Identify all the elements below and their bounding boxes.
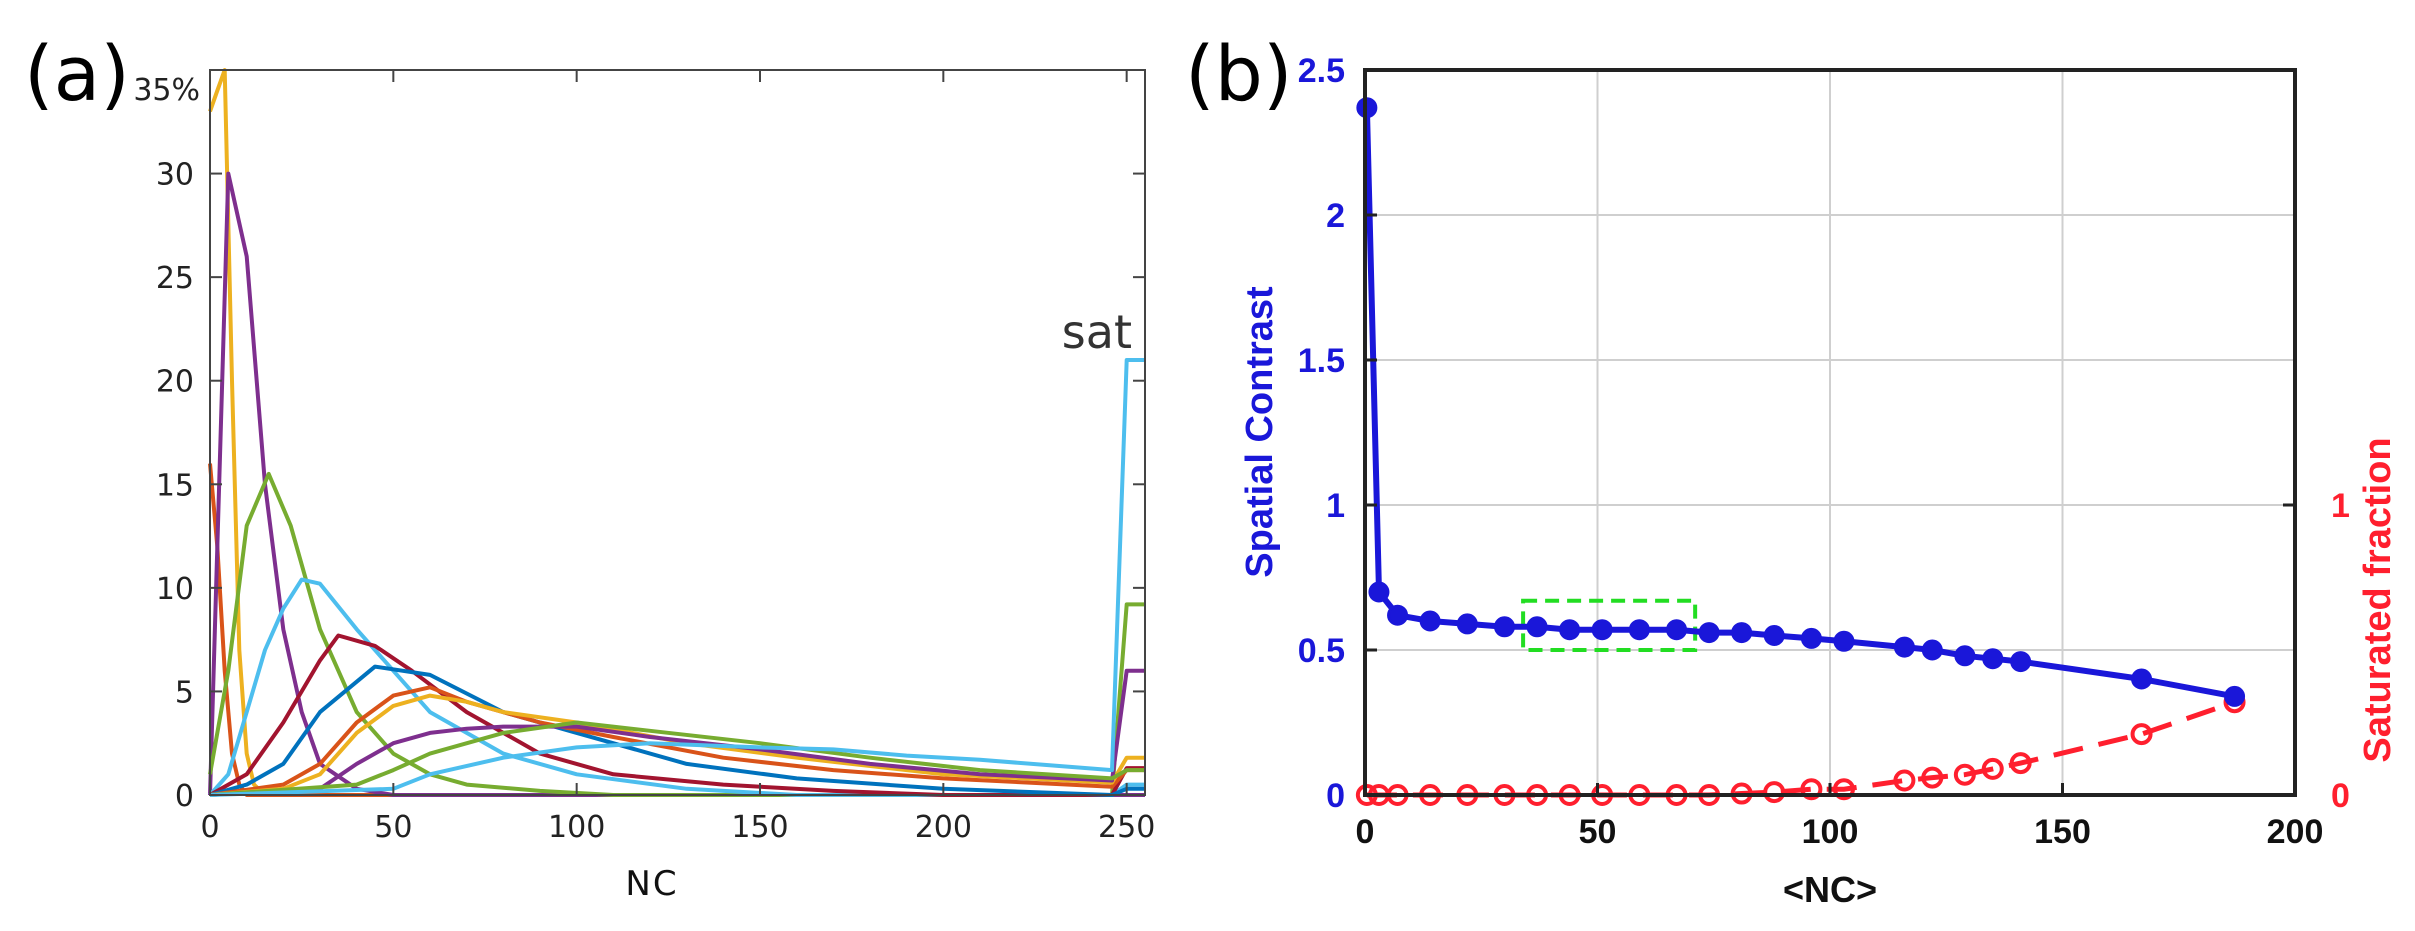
panel-b-label: (b) — [1185, 29, 1293, 118]
histogram-series-line-8 — [209, 685, 1145, 797]
saturated-fraction-point — [1763, 781, 1786, 804]
contrast-xtick-label: 150 — [2034, 813, 2091, 851]
histogram-ytick-label: 0 — [175, 779, 194, 814]
saturated-fraction-point — [2009, 752, 2032, 775]
contrast-ytick-label: 1 — [1326, 487, 1345, 525]
spatial-contrast-point — [1893, 636, 1915, 658]
contrast-xtick-label: 100 — [1802, 813, 1859, 851]
contrast-ytick-label: 1.5 — [1298, 342, 1345, 380]
contrast-xtick-label: 50 — [1579, 813, 1617, 851]
spatial-contrast-point — [2131, 668, 2153, 690]
saturated-ytick-label: 1 — [2331, 487, 2350, 525]
contrast-xtick-label: 0 — [1356, 813, 1375, 851]
spatial-contrast-point — [1419, 610, 1441, 632]
spatial-contrast-point — [2224, 685, 2246, 707]
histogram-axes-frame — [209, 69, 1146, 796]
saturated-fraction-point — [1800, 778, 1823, 801]
saturated-fraction-ylabel: Saturated fraction — [2357, 437, 2399, 762]
saturated-fraction-point — [1981, 757, 2004, 780]
spatial-contrast-point — [1526, 616, 1548, 638]
spatial-contrast-point — [1954, 645, 1976, 667]
spatial-contrast-point — [1921, 639, 1943, 661]
saturated-fraction-point — [1893, 769, 1916, 792]
spatial-contrast-point — [1666, 619, 1688, 641]
histogram-xlabel: NC — [625, 864, 678, 904]
contrast-ytick-label: 2.5 — [1298, 52, 1345, 90]
spatial-contrast-point — [2010, 651, 2032, 673]
histogram-ticks: 0 50 100 150 200 250 0 5 10 15 20 25 30 — [156, 70, 1155, 845]
histogram-series-group — [208, 68, 1145, 797]
spatial-contrast-point — [1494, 616, 1515, 638]
histogram-ytick-label: 15 — [156, 468, 194, 503]
spatial-contrast-point — [1982, 648, 2004, 670]
histogram-xtick-label: 100 — [548, 810, 605, 845]
saturated-fraction-point — [1953, 763, 1976, 786]
spatial-contrast-line — [1363, 107, 2236, 700]
histogram-series-line-4 — [208, 471, 1145, 797]
histogram-ytick-label: 5 — [175, 675, 194, 710]
histogram-xtick-label: 50 — [374, 810, 412, 845]
spatial-contrast-point — [1456, 613, 1478, 635]
spatial-contrast-point — [1763, 625, 1785, 646]
histogram-series-line-11 — [209, 720, 1145, 797]
spatial-contrast-point — [1387, 604, 1409, 626]
saturated-fraction-point — [2130, 723, 2153, 746]
spatial-contrast-point — [1731, 622, 1753, 644]
contrast-grid — [1364, 69, 2296, 796]
histogram-xtick-label: 0 — [200, 810, 219, 845]
spatial-contrast-point — [1698, 622, 1720, 644]
panel-a-label: (a) — [24, 29, 130, 118]
saturated-fraction-point — [1921, 766, 1944, 789]
histogram-ytick-top: 35% — [133, 73, 200, 108]
contrast-ytick-label: 2 — [1326, 197, 1345, 235]
saturated-ytick-label: 0 — [2331, 777, 2350, 815]
contrast-xlabel: <NC> — [1783, 869, 1877, 910]
contrast-ytick-label: 0.5 — [1298, 632, 1345, 670]
spatial-contrast-point — [1559, 619, 1581, 641]
histogram-xtick-label: 250 — [1098, 810, 1155, 845]
sat-annotation: sat — [1062, 305, 1132, 359]
spatial-contrast-point — [1368, 581, 1390, 603]
spatial-contrast-point — [1591, 619, 1613, 641]
saturated-fraction-series — [1355, 691, 2246, 806]
histogram-ytick-label: 30 — [156, 158, 194, 193]
histogram-chart: 0 50 100 150 200 250 0 5 10 15 20 25 30 35% NC sat — [133, 68, 1155, 904]
histogram-xtick-label: 150 — [731, 810, 788, 845]
contrast-ylabel: Spatial Contrast — [1239, 286, 1281, 578]
spatial-contrast-point — [1628, 619, 1650, 641]
histogram-series-line-10 — [209, 668, 1145, 797]
saturated-fraction-line — [1366, 699, 2236, 798]
histogram-xtick-label: 200 — [915, 810, 972, 845]
saturated-fraction-point — [1832, 778, 1855, 801]
spatial-contrast-point — [1833, 630, 1855, 652]
contrast-xtick-label: 200 — [2267, 813, 2324, 851]
histogram-ytick-label: 10 — [156, 572, 194, 607]
histogram-ytick-label: 25 — [156, 261, 194, 296]
histogram-series-line-12 — [209, 358, 1145, 797]
spatial-contrast-point — [1800, 627, 1822, 649]
contrast-ytick-label: 0 — [1326, 777, 1345, 815]
spatial-contrast-series — [1356, 97, 2246, 707]
histogram-ytick-label: 20 — [156, 365, 194, 400]
